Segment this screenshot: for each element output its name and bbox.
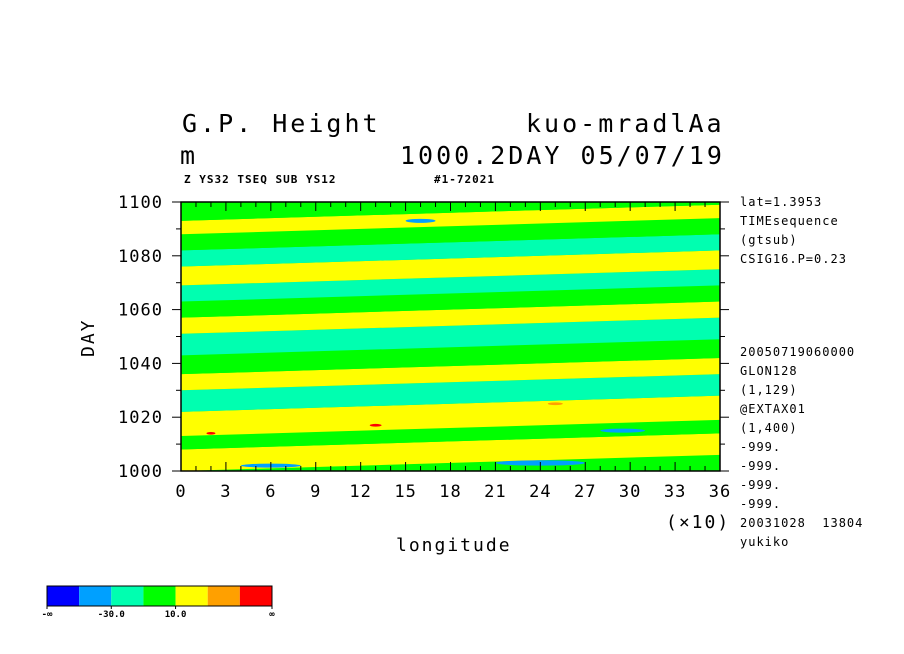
heatmap-spot (547, 402, 563, 406)
side-info-line: @EXTAX01 (740, 402, 806, 416)
x-tick-label: 21 (484, 482, 506, 502)
heatmap-spot (369, 423, 382, 427)
x-tick-label: 3 (220, 482, 231, 502)
heatmap-band (181, 419, 720, 450)
heatmap-spot (405, 218, 436, 223)
side-info-line: -999. (740, 497, 782, 511)
heatmap-band (181, 317, 720, 356)
y-tick-label: 1000 (118, 462, 163, 482)
x-tick-label: 15 (394, 482, 416, 502)
heatmap-band (181, 358, 720, 391)
colorbar-swatch (207, 586, 240, 606)
colorbar: -∞ -30.0 10.0 ∞ (42, 585, 275, 620)
y-tick-label: 1100 (118, 193, 163, 213)
x-tick-label: 9 (310, 482, 321, 502)
heatmap-band (181, 218, 720, 251)
side-info-line: (1,400) (740, 421, 798, 435)
heatmap-band (181, 433, 720, 471)
x-tick-label: 27 (574, 482, 596, 502)
colorbar-swatch (239, 586, 272, 606)
x-tick-label: 12 (349, 482, 371, 502)
heatmap-spot (206, 431, 216, 435)
colorbar-label: ∞ (269, 610, 275, 620)
record-subtitle: #1-72021 (434, 173, 495, 186)
variable-subtitle: Z YS32 TSEQ SUB YS12 (184, 173, 337, 186)
colorbar-swatch (47, 586, 80, 606)
x-tick-label: 30 (619, 482, 641, 502)
colorbar-border (46, 585, 273, 607)
colorbar-label: 10.0 (165, 610, 187, 620)
colorbar-label: -∞ (42, 610, 53, 620)
y-tick-label: 1040 (118, 354, 163, 374)
side-info-line: -999. (740, 459, 782, 473)
colorbar-label: -30.0 (98, 610, 125, 620)
level-date-label: 1000.2DAY 05/07/19 (400, 141, 725, 170)
heatmap-band (181, 234, 720, 267)
heatmap-field (181, 202, 720, 471)
x-axis-label: longitude (396, 535, 512, 556)
heatmap-band (181, 250, 720, 286)
heatmap-band (181, 374, 720, 412)
y-axis-label: DAY (78, 318, 99, 357)
heatmap-band (181, 269, 720, 302)
colorbar-swatch (143, 586, 176, 606)
y-tick-label: 1020 (118, 408, 163, 428)
side-info-line: yukiko (740, 535, 790, 549)
side-info-line: 20031028 13804 (740, 516, 864, 530)
side-info-line: GLON128 (740, 364, 798, 378)
y-tick-label: 1080 (118, 247, 163, 267)
heatmap-band (181, 204, 720, 235)
units-label: m (180, 141, 199, 170)
side-info-line: TIMEsequence (740, 214, 839, 228)
heatmap-band (181, 339, 720, 375)
side-info-line: -999. (740, 440, 782, 454)
chart-title: G.P. Height (182, 109, 381, 138)
x-axis-multiplier: (×10) (666, 512, 731, 533)
side-info-line: (1,129) (740, 383, 798, 397)
x-tick-label: 18 (439, 482, 461, 502)
colorbar-swatch (175, 586, 208, 606)
side-info-line: CSIG16.P=0.23 (740, 252, 847, 266)
heatmap-band (181, 395, 720, 437)
x-tick-label: 6 (265, 482, 276, 502)
heatmap-band (181, 301, 720, 334)
experiment-name: kuo-mradlAa (526, 109, 725, 138)
y-tick-label: 1060 (118, 301, 163, 321)
colorbar-swatch (79, 586, 112, 606)
x-tick-label: 0 (175, 482, 186, 502)
side-info-line: (gtsub) (740, 233, 798, 247)
side-info-line: lat=1.3953 (740, 195, 823, 209)
side-info-line: 20050719060000 (740, 345, 856, 359)
x-tick-label: 33 (664, 482, 686, 502)
colorbar-swatch (111, 586, 144, 606)
heatmap-band (181, 285, 720, 318)
side-info-line: -999. (740, 478, 782, 492)
heatmap-spot (600, 428, 646, 433)
x-tick-label: 36 (709, 482, 731, 502)
x-tick-label: 24 (529, 482, 551, 502)
x-axis: 0 3 6 9 12 15 18 21 24 27 30 33 36 (175, 202, 731, 502)
y-axis: 1000 1020 1040 1060 1080 1100 (118, 193, 729, 482)
